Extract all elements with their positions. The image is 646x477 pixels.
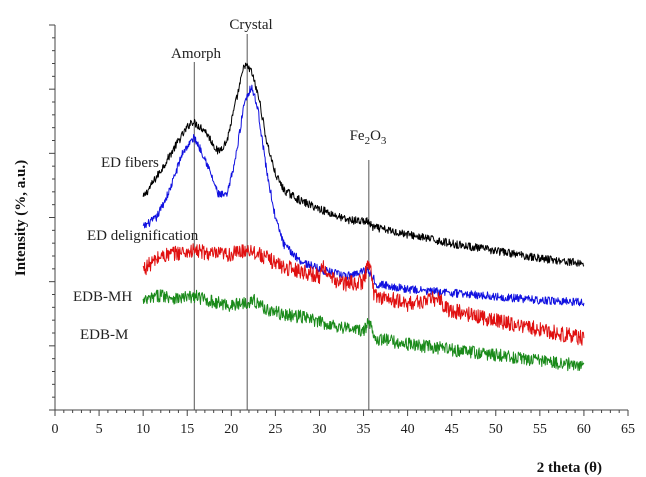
- series-lines: [142, 62, 585, 372]
- series-ed-fibers: [142, 62, 585, 267]
- fe2o3-fe: Fe: [350, 128, 365, 144]
- x-tick-label: 10: [136, 422, 150, 437]
- x-tick-label: 45: [445, 422, 459, 437]
- fe2o3-sub-3: 3: [381, 135, 387, 147]
- label-edb-m: EDB-M: [80, 327, 128, 343]
- x-tick-label: 20: [224, 422, 238, 437]
- label-ed-fibers: ED fibers: [101, 155, 159, 171]
- series-edb-m: [142, 289, 585, 372]
- reference-lines: [193, 34, 370, 410]
- fe2o3-annotation: Fe2O3: [350, 128, 387, 147]
- x-tick-label: 40: [401, 422, 415, 437]
- x-tick-label: 15: [180, 422, 194, 437]
- x-tick-label: 25: [268, 422, 282, 437]
- series-edb-mh: [142, 243, 585, 346]
- series-ed-delignification: [142, 84, 585, 307]
- x-tick-label: 50: [489, 422, 503, 437]
- x-tick-label: 0: [52, 422, 59, 437]
- x-tick-label: 5: [96, 422, 103, 437]
- x-axis-ticks: [54, 410, 629, 416]
- x-axis-title: 2 theta (θ): [537, 460, 602, 476]
- amorph-annotation: Amorph: [171, 46, 221, 62]
- label-edb-mh: EDB-MH: [73, 289, 132, 305]
- x-tick-label: 30: [312, 422, 326, 437]
- y-axis-title: Intensity (%, a.u.): [13, 160, 29, 276]
- fe2o3-sub-2: 2: [365, 135, 371, 147]
- fe2o3-o: O: [370, 128, 381, 144]
- x-axis-tick-labels: 0 5 10 15 20 25 30 35 40 45 50 55 60 65: [52, 422, 636, 437]
- x-tick-label: 55: [533, 422, 547, 437]
- x-tick-label: 65: [621, 422, 635, 437]
- label-ed-delignification: ED delignification: [87, 228, 199, 244]
- y-axis-ticks: [49, 24, 55, 411]
- x-tick-label: 35: [357, 422, 371, 437]
- crystal-annotation: Crystal: [229, 17, 272, 33]
- x-tick-label: 60: [577, 422, 591, 437]
